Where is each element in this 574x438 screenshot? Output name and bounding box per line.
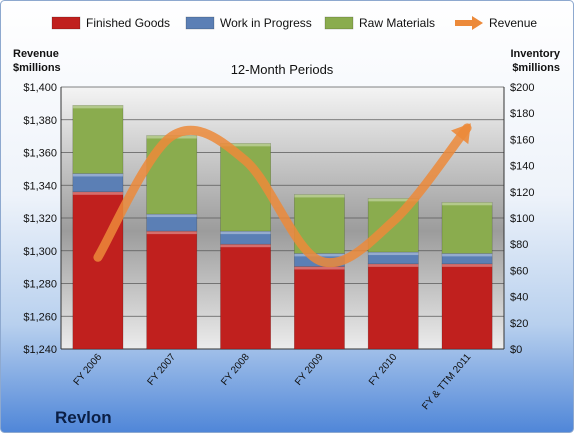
bar-finished-goods <box>146 230 198 350</box>
right-tick-label: $0 <box>510 344 522 356</box>
bar-raw-materials <box>72 105 124 174</box>
company-name: Revlon <box>55 408 112 427</box>
bar-highlight <box>441 202 493 206</box>
bar-highlight <box>146 214 197 218</box>
left-tick-label: $1,300 <box>23 246 57 258</box>
legend-swatch-work-in-progress <box>185 16 215 30</box>
left-axis-title-line2: $millions <box>13 62 61 74</box>
bar-highlight <box>72 191 124 195</box>
legend-label-raw-materials: Raw Materials <box>359 16 435 30</box>
right-tick-label: $120 <box>510 187 534 199</box>
legend-label-work-in-progress: Work in Progress <box>220 16 312 30</box>
bar-finished-goods <box>220 243 271 350</box>
bar-highlight <box>294 194 345 198</box>
left-tick-label: $1,360 <box>23 148 57 160</box>
left-tick-label: $1,380 <box>23 115 57 127</box>
left-tick-label: $1,240 <box>23 344 57 356</box>
bar-highlight <box>294 266 345 270</box>
bar-highlight <box>72 105 124 109</box>
revenue-arrowhead <box>451 123 471 145</box>
chart-subtitle: 12-Month Periods <box>231 62 334 77</box>
right-tick-label: $140 <box>510 161 534 173</box>
bar-highlight <box>220 244 271 248</box>
bar-highlight <box>220 231 271 235</box>
bar-highlight <box>220 143 271 147</box>
right-tick-label: $60 <box>510 265 528 277</box>
legend-label-finished-goods: Finished Goods <box>86 16 170 30</box>
bar-highlight <box>146 231 197 235</box>
left-tick-label: $1,260 <box>23 311 57 323</box>
bar-finished-goods <box>294 266 345 350</box>
bar-highlight <box>368 252 419 256</box>
bar-highlight <box>368 198 419 202</box>
legend-swatch-raw-materials <box>324 16 354 30</box>
bar-raw-materials <box>441 201 493 254</box>
bar-highlight <box>441 253 493 257</box>
legend-swatch-finished-goods <box>51 16 81 30</box>
left-tick-label: $1,280 <box>23 279 57 291</box>
left-tick-label: $1,340 <box>23 180 57 192</box>
bar-highlight <box>294 253 345 257</box>
legend-label-revenue: Revenue <box>489 16 537 30</box>
left-tick-label: $1,400 <box>23 82 57 94</box>
revenue-line <box>93 123 472 268</box>
bar-work-in-progress <box>72 173 124 193</box>
right-tick-label: $20 <box>510 318 528 330</box>
right-tick-label: $40 <box>510 292 528 304</box>
right-tick-label: $160 <box>510 134 534 146</box>
bar-finished-goods <box>367 263 419 350</box>
bar-raw-materials <box>146 135 198 215</box>
bar-highlight <box>72 173 124 177</box>
right-tick-label: $180 <box>510 108 534 120</box>
right-tick-label: $100 <box>510 213 534 225</box>
legend-arrow-icon <box>472 16 483 30</box>
bar-highlight <box>441 263 493 267</box>
right-tick-label: $80 <box>510 239 528 251</box>
right-axis-title-line2: $millions <box>512 62 560 74</box>
left-axis-title-line1: Revenue <box>13 48 59 60</box>
bar-finished-goods <box>441 263 493 350</box>
left-tick-label: $1,320 <box>23 213 57 225</box>
right-axis-title-line1: Inventory <box>510 48 560 60</box>
bar-highlight <box>368 263 419 267</box>
right-tick-label: $200 <box>510 82 534 94</box>
